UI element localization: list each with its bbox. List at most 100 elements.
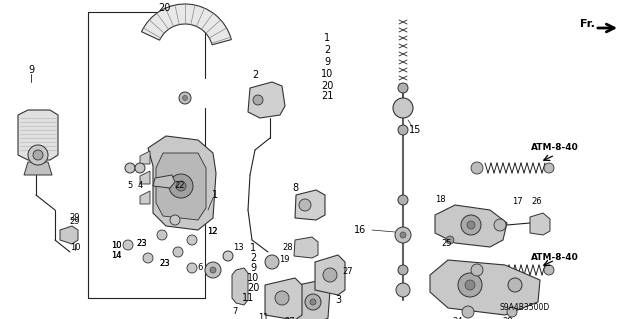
Circle shape: [494, 219, 506, 231]
Circle shape: [143, 253, 153, 263]
Text: 23: 23: [160, 259, 170, 269]
Circle shape: [471, 162, 483, 174]
Polygon shape: [530, 213, 550, 235]
Text: 10: 10: [321, 69, 333, 79]
Circle shape: [393, 98, 413, 118]
Polygon shape: [148, 136, 216, 230]
Circle shape: [205, 262, 221, 278]
Circle shape: [187, 263, 197, 273]
Text: 11: 11: [258, 314, 268, 319]
Text: 23: 23: [137, 240, 147, 249]
Text: 14: 14: [111, 250, 121, 259]
Text: 25: 25: [442, 239, 452, 248]
Polygon shape: [294, 237, 318, 258]
Text: 28: 28: [502, 317, 513, 319]
Text: 20: 20: [158, 3, 170, 13]
Circle shape: [28, 145, 48, 165]
Circle shape: [507, 307, 517, 317]
Circle shape: [123, 240, 133, 250]
Text: 11: 11: [242, 293, 254, 303]
Circle shape: [125, 163, 135, 173]
Text: ATM-8-40: ATM-8-40: [531, 144, 579, 152]
Text: 8: 8: [292, 183, 298, 193]
Text: 9: 9: [250, 263, 256, 273]
Text: 12: 12: [207, 227, 217, 236]
Circle shape: [467, 221, 475, 229]
Text: 19: 19: [279, 256, 289, 264]
Circle shape: [400, 232, 406, 238]
Text: 16: 16: [354, 225, 366, 235]
Text: 2: 2: [250, 253, 256, 263]
Text: 6: 6: [197, 263, 203, 272]
Text: 22: 22: [175, 181, 185, 189]
Text: 10: 10: [111, 241, 121, 249]
Circle shape: [305, 294, 321, 310]
Circle shape: [275, 291, 289, 305]
Text: 24: 24: [452, 317, 463, 319]
Text: 13: 13: [233, 243, 243, 253]
Text: 29: 29: [70, 218, 80, 226]
Circle shape: [462, 306, 474, 318]
Circle shape: [310, 299, 316, 305]
Polygon shape: [60, 226, 78, 244]
Circle shape: [173, 247, 183, 257]
Text: 12: 12: [207, 227, 217, 236]
Wedge shape: [141, 4, 232, 45]
Text: 9: 9: [28, 65, 34, 75]
Text: 2: 2: [252, 70, 258, 80]
Circle shape: [179, 92, 191, 104]
Text: 18: 18: [435, 196, 445, 204]
Polygon shape: [232, 268, 248, 305]
Text: 1: 1: [324, 33, 330, 43]
Circle shape: [395, 227, 411, 243]
Text: 10: 10: [70, 243, 80, 253]
Polygon shape: [140, 191, 150, 204]
Circle shape: [508, 278, 522, 292]
Circle shape: [446, 236, 454, 244]
Polygon shape: [430, 260, 540, 315]
Text: ATM-8-40: ATM-8-40: [531, 254, 579, 263]
Circle shape: [157, 230, 167, 240]
Polygon shape: [156, 153, 206, 220]
Circle shape: [176, 181, 186, 191]
Circle shape: [461, 215, 481, 235]
Polygon shape: [248, 82, 285, 118]
Text: 2: 2: [324, 45, 330, 55]
Circle shape: [210, 267, 216, 273]
Text: 21: 21: [321, 91, 333, 101]
Circle shape: [323, 268, 337, 282]
Circle shape: [253, 95, 263, 105]
Polygon shape: [24, 162, 52, 175]
Circle shape: [265, 255, 279, 269]
Circle shape: [299, 199, 311, 211]
Circle shape: [398, 83, 408, 93]
Polygon shape: [435, 205, 507, 247]
Circle shape: [465, 280, 475, 290]
Text: 15: 15: [409, 125, 421, 135]
Circle shape: [223, 251, 233, 261]
Text: 27: 27: [342, 268, 353, 277]
Polygon shape: [296, 280, 330, 319]
Polygon shape: [265, 278, 302, 319]
Circle shape: [33, 150, 43, 160]
Circle shape: [544, 265, 554, 275]
Text: 9: 9: [324, 57, 330, 67]
Text: 5: 5: [127, 181, 132, 189]
Polygon shape: [18, 110, 58, 160]
Circle shape: [170, 215, 180, 225]
Circle shape: [169, 174, 193, 198]
Circle shape: [396, 283, 410, 297]
Circle shape: [544, 163, 554, 173]
Circle shape: [135, 163, 145, 173]
Text: 1: 1: [212, 190, 218, 200]
Text: 1: 1: [250, 243, 256, 253]
Text: 27: 27: [285, 317, 295, 319]
Circle shape: [398, 195, 408, 205]
Text: 26: 26: [532, 197, 542, 205]
Circle shape: [398, 265, 408, 275]
Polygon shape: [153, 175, 175, 188]
Polygon shape: [315, 255, 345, 295]
Text: 3: 3: [335, 295, 341, 305]
Text: 10: 10: [111, 241, 121, 249]
Text: 29: 29: [70, 213, 80, 222]
